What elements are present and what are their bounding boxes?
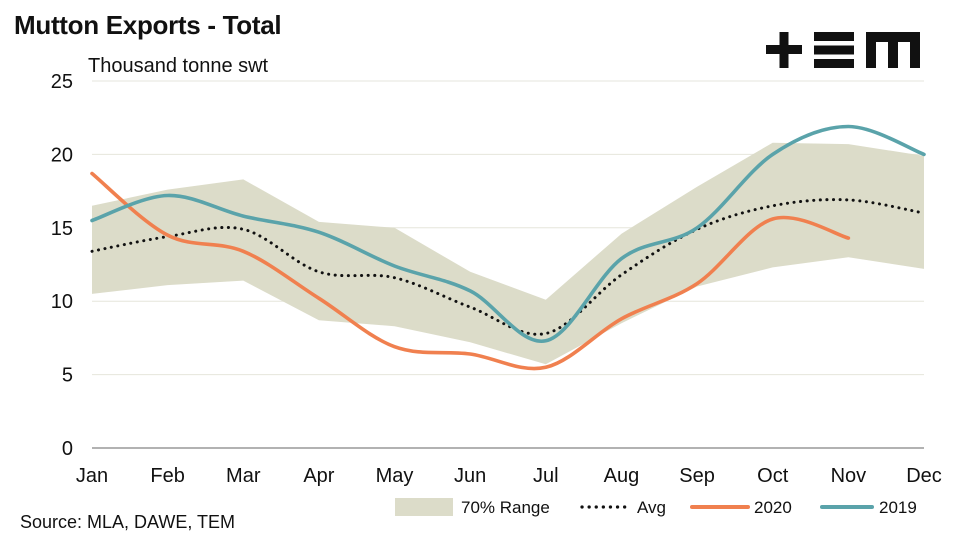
- y-tick-label: 15: [51, 218, 73, 240]
- x-tick-label: Jul: [533, 465, 559, 487]
- y-tick-label: 20: [51, 144, 73, 166]
- tem-logo-m-right: [910, 32, 920, 68]
- y-tick-label: 10: [51, 291, 73, 313]
- legend-label-avg: Avg: [637, 498, 666, 517]
- tem-logo-m-center: [888, 32, 898, 68]
- x-tick-label: Oct: [757, 465, 789, 487]
- y-tick-label: 25: [51, 71, 73, 93]
- x-tick-label: Mar: [226, 465, 261, 487]
- tem-logo-e-middle: [814, 45, 854, 55]
- x-tick-label: May: [376, 465, 414, 487]
- x-tick-label: Jun: [454, 465, 486, 487]
- series-2019-line: [90, 124, 926, 343]
- tem-logo-e-top: [814, 32, 854, 41]
- tem-logo-e-bottom: [814, 59, 854, 68]
- range-band-layer: [92, 142, 924, 365]
- x-tick-label: Aug: [604, 465, 640, 487]
- legend: 70% Range Avg 2020 2019: [395, 498, 917, 517]
- source-note: Source: MLA, DAWE, TEM: [20, 512, 236, 532]
- x-tick-label: Sep: [679, 465, 715, 487]
- tem-logo: [766, 32, 920, 68]
- legend-label-2019: 2019: [879, 498, 917, 517]
- range-band: [92, 142, 924, 365]
- y-tick-label: 0: [62, 438, 73, 460]
- chart-title: Mutton Exports - Total: [14, 10, 282, 40]
- tem-logo-m-left: [866, 32, 876, 68]
- tem-logo-plus-vertical: [779, 32, 789, 68]
- x-tick-label: Nov: [831, 465, 867, 487]
- y-tick-label: 5: [62, 365, 73, 387]
- x-tick-label: Feb: [150, 465, 184, 487]
- legend-label-range: 70% Range: [461, 498, 550, 517]
- x-tick-label: Apr: [303, 465, 334, 487]
- legend-swatch-range: [395, 498, 453, 516]
- series-layer: [90, 124, 926, 371]
- x-tick-label: Jan: [76, 465, 108, 487]
- axes: 0 5 10 15 20 25 Jan Feb Mar Apr May Jun Jul Aug Sep Oct…: [51, 71, 942, 487]
- series-2020-line: [90, 171, 851, 371]
- legend-label-2020: 2020: [754, 498, 792, 517]
- x-tick-label: Dec: [906, 465, 942, 487]
- y-axis-unit-label: Thousand tonne swt: [88, 55, 269, 77]
